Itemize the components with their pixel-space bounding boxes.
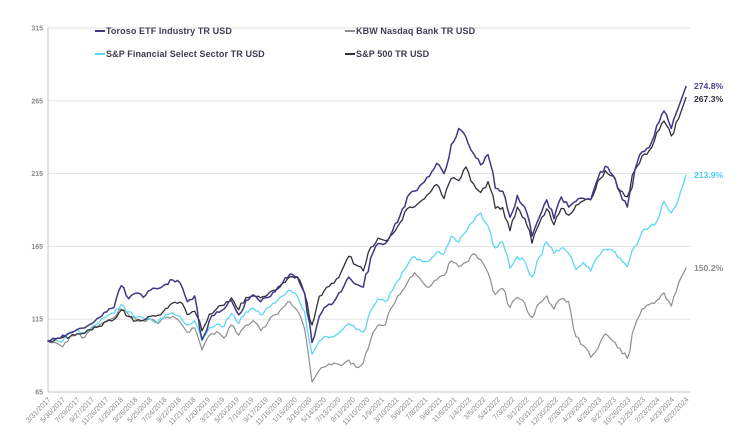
legend-dash-icon bbox=[345, 53, 355, 55]
y-tick-label: 115 bbox=[32, 317, 43, 324]
series-line-s-p-financial-select-sector-tr-usd bbox=[47, 174, 687, 355]
y-tick-label: 215 bbox=[31, 171, 43, 178]
legend-label: Toroso ETF Industry TR USD bbox=[106, 26, 232, 36]
y-tick-label: 65 bbox=[35, 390, 43, 397]
legend-label: S&P Financial Select Sector TR USD bbox=[106, 49, 265, 59]
legend-dash-icon bbox=[345, 30, 355, 32]
y-tick-label: 315 bbox=[31, 26, 43, 33]
series-line-s-p-500-tr-usd bbox=[47, 96, 687, 343]
y-tick-label: 265 bbox=[31, 98, 43, 105]
legend-dash-icon bbox=[95, 53, 105, 55]
legend-dash-icon bbox=[95, 30, 105, 32]
series-line-kbw-nasdaq-bank-tr-usd bbox=[47, 253, 687, 383]
legend-item-toroso-etf-industry-tr-usd[interactable]: Toroso ETF Industry TR USD bbox=[95, 26, 345, 36]
legend-label: S&P 500 TR USD bbox=[356, 49, 430, 59]
chart-legend: Toroso ETF Industry TR USD KBW Nasdaq Ban… bbox=[95, 26, 475, 59]
legend-item-s-p-500-tr-usd[interactable]: S&P 500 TR USD bbox=[345, 49, 475, 59]
legend-label: KBW Nasdaq Bank TR USD bbox=[356, 26, 476, 36]
legend-item-s-p-financial-select-sector-tr-usd[interactable]: S&P Financial Select Sector TR USD bbox=[95, 49, 345, 59]
y-tick-label: 165 bbox=[31, 244, 43, 251]
series-line-toroso-etf-industry-tr-usd bbox=[47, 85, 687, 344]
legend-item-kbw-nasdaq-bank-tr-usd[interactable]: KBW Nasdaq Bank TR USD bbox=[345, 26, 475, 36]
